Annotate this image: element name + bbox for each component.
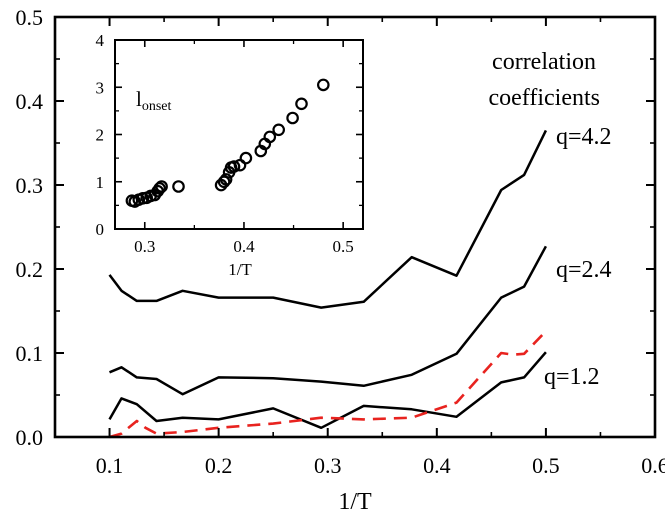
inset-data-point [286,111,299,125]
inset-tick-labels: 0.3 0.4 0.5 0 1 2 3 4 [96,31,354,256]
inset-tick-marks [115,39,363,230]
inset-data-point [239,151,253,165]
series-label-q42: q=4.2 [556,124,612,150]
inset-data-point [272,123,285,137]
inset-data-point [227,160,241,173]
y-tick-label: 0.0 [16,425,44,450]
x-axis-title: 1/T [338,489,372,515]
main-tick-labels: 0.1 0.2 0.3 0.4 0.5 0.6 0.0 0.1 0.2 0.3 0.4 0.5 [16,5,665,478]
inset-chart: 0.3 0.4 0.5 0 1 2 3 4 lonset 1/T [96,31,364,279]
inset-data-point [217,175,231,189]
x-tick-label: 0.1 [96,453,124,478]
inset-x-tick-label: 0.4 [233,237,255,256]
main-tick-marks [54,16,656,438]
inset-data-point [153,182,166,195]
inset-data-point [172,180,185,193]
series-line-q42 [108,129,548,309]
x-tick-label: 0.3 [314,453,342,478]
inset-data-point [295,97,308,111]
inset-title-main: l [136,87,142,111]
x-tick-label: 0.5 [532,453,560,478]
y-tick-label: 0.2 [16,257,44,282]
chart-title-line-2: coefficients [488,85,600,111]
x-tick-label: 0.4 [423,453,451,478]
y-tick-label: 0.4 [16,89,44,114]
y-tick-label: 0.5 [16,5,44,30]
inset-title: lonset [136,87,172,114]
y-tick-label: 0.3 [16,173,44,198]
inset-y-tick-label: 0 [96,220,105,239]
series-label-q12: q=1.2 [544,364,600,390]
inset-data-point [263,130,277,144]
inset-title-subscript: onset [142,99,172,114]
series-line-dashed [109,330,547,439]
inset-y-tick-label: 1 [96,173,105,192]
inset-x-tick-label: 0.3 [134,237,155,256]
chart-title-line-1: correlation [492,49,596,75]
inset-data-point [219,173,233,186]
inset-y-tick-label: 3 [96,78,105,97]
inset-y-tick-label: 4 [96,31,105,50]
inset-points-group [125,78,330,208]
series-line-q12 [108,351,547,430]
inset-x-tick-label: 0.5 [333,237,354,256]
main-series-group [108,129,548,439]
x-tick-label: 0.6 [641,453,665,478]
series-line-q24 [109,245,547,396]
x-tick-label: 0.2 [205,453,233,478]
main-chart: 0.1 0.2 0.3 0.4 0.5 0.6 0.0 0.1 0.2 0.3 0.4 0.5 1/T… [16,5,665,515]
inset-x-axis-title: 1/T [228,260,252,279]
y-tick-label: 0.1 [16,341,44,366]
inset-y-tick-label: 2 [96,126,105,145]
inset-data-point [155,180,168,193]
series-label-q24: q=2.4 [556,257,612,283]
inset-data-point [316,78,330,92]
